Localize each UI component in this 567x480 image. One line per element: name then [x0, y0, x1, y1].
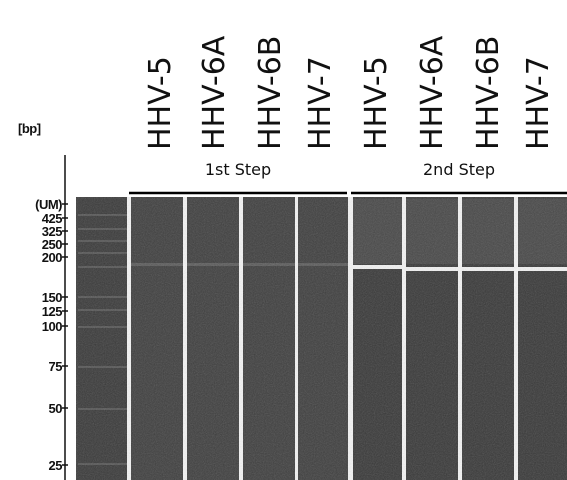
- ladder-label: 125: [42, 304, 62, 319]
- lane-label: HHV-7: [521, 56, 556, 150]
- lane-label: HHV-5: [359, 56, 394, 150]
- lane-label: HHV-6B: [471, 36, 506, 150]
- ladder-label: 150: [42, 290, 62, 305]
- ladder-label: 75: [49, 359, 63, 374]
- ladder-label: (UM): [35, 197, 62, 212]
- gel-noise: [76, 197, 567, 480]
- group-label: 1st Step: [205, 160, 271, 179]
- lane-label: HHV-7: [303, 56, 338, 150]
- gel-figure: (UM)425325250200150125100755025 [bp] 1st…: [0, 0, 567, 480]
- unit-label: [bp]: [18, 121, 41, 136]
- ladder-label: 50: [49, 401, 63, 416]
- lane-label: HHV-5: [143, 56, 178, 150]
- ladder-label: 200: [42, 250, 62, 265]
- lane-label: HHV-6A: [415, 35, 450, 150]
- lane-label: HHV-6A: [197, 35, 232, 150]
- group-label: 2nd Step: [423, 160, 495, 179]
- ladder-label: 100: [42, 319, 62, 334]
- lane-labels: HHV-5 HHV-6A HHV-6B HHV-7 HHV-5 HHV-6A HHV-6B H…: [143, 35, 556, 150]
- lane-label: HHV-6B: [253, 36, 288, 150]
- ladder-label: 25: [49, 458, 63, 473]
